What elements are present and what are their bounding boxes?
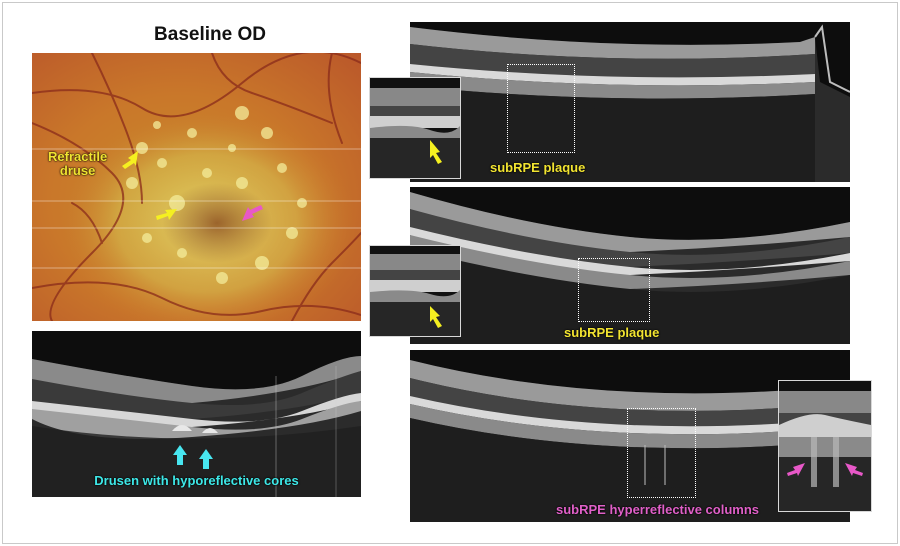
cyan-arrow-1 bbox=[173, 445, 187, 465]
drusen-hyporeflective-cores-label: Drusen with hyporeflective cores bbox=[94, 473, 299, 488]
fundus-photo bbox=[32, 53, 361, 321]
cyan-arrow-2 bbox=[199, 449, 213, 469]
figure-title: Baseline OD bbox=[154, 24, 266, 45]
refractile-druse-label: Refractile druse bbox=[48, 149, 108, 178]
inset-top bbox=[369, 77, 461, 179]
subrpe-hyperreflective-columns-label: subRPE hyperreflective columns bbox=[556, 502, 760, 517]
oct-scan-middle-right bbox=[410, 187, 850, 344]
refractile-druse-arrow-1 bbox=[122, 151, 138, 169]
oct-scan-top-right bbox=[410, 22, 850, 182]
inset-middle bbox=[369, 245, 461, 337]
region-box-bottom bbox=[627, 408, 696, 498]
region-box-top bbox=[507, 64, 575, 153]
refractile-druse-arrow-2 bbox=[156, 209, 177, 220]
region-box-middle bbox=[578, 258, 650, 322]
oct-scan-bottom-left bbox=[32, 331, 361, 497]
inset-bottom bbox=[778, 380, 872, 512]
magenta-arrow bbox=[242, 205, 263, 221]
subrpe-plaque-label-top: subRPE plaque bbox=[490, 160, 586, 175]
subrpe-plaque-label-middle: subRPE plaque bbox=[564, 325, 660, 340]
oct-scan-bottom-right bbox=[410, 350, 850, 522]
